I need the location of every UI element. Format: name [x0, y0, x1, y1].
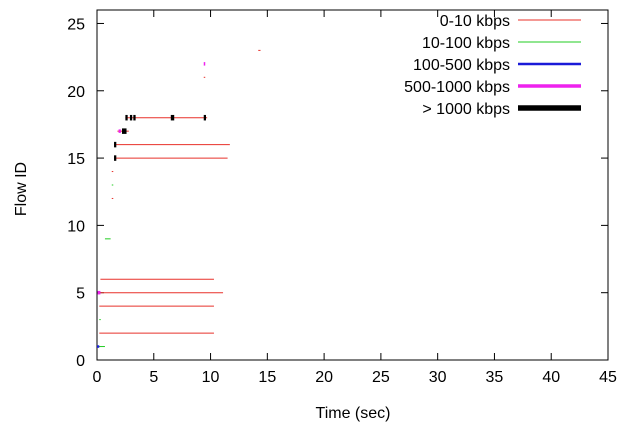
x-tick-label: 30 [429, 369, 447, 386]
legend-entry-label: 0-10 kbps [440, 13, 510, 30]
legend-entry-label: 500-1000 kbps [404, 79, 510, 96]
y-tick-label: 20 [67, 84, 85, 101]
x-tick-label: 20 [315, 369, 333, 386]
x-tick-label: 45 [599, 369, 617, 386]
plot-frame [96, 9, 609, 361]
y-axis-label: Flow ID [13, 162, 30, 216]
y-tick-label: 0 [76, 353, 85, 370]
legend-entry-label: 10-100 kbps [422, 35, 510, 52]
x-tick-label: 10 [202, 369, 220, 386]
legend-entry-label: 100-500 kbps [413, 57, 510, 74]
x-axis-label: Time (sec) [316, 405, 391, 422]
x-tick-label: 0 [93, 369, 102, 386]
y-tick-label: 25 [67, 16, 85, 33]
flow-segments [97, 49, 261, 348]
y-tick-label: 5 [76, 286, 85, 303]
y-tick-label: 10 [67, 218, 85, 235]
y-tick-label: 15 [67, 151, 85, 168]
legend-entry-label: > 1000 kbps [422, 101, 510, 118]
legend: 0-10 kbps 10-100 kbps 100-500 kbps 500-1000… [404, 13, 581, 118]
x-tick-label: 25 [372, 369, 390, 386]
x-tick-label: 35 [486, 369, 504, 386]
x-tick-label: 5 [149, 369, 158, 386]
x-tick-label: 15 [258, 369, 276, 386]
plot-axes: 0 5 10 15 20 25 30 35 40 45 0 5 10 15 20 25 [67, 9, 617, 386]
x-tick-label: 40 [542, 369, 560, 386]
